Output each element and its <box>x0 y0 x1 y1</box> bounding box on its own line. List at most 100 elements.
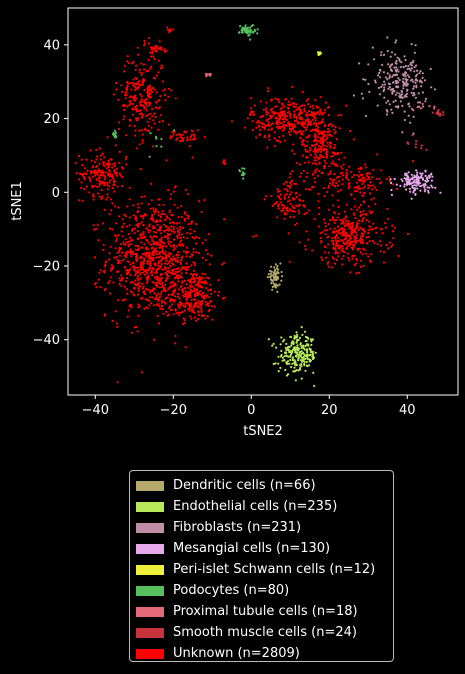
data-point <box>178 314 181 317</box>
data-point <box>425 177 428 181</box>
data-point <box>293 114 296 117</box>
data-point <box>200 286 204 289</box>
data-point <box>304 128 307 131</box>
data-point <box>134 244 137 247</box>
data-point <box>155 45 158 48</box>
data-point <box>180 286 183 289</box>
data-point <box>311 114 314 117</box>
data-point <box>93 283 97 286</box>
data-point <box>359 191 362 194</box>
data-point <box>427 189 430 192</box>
data-point <box>381 63 384 66</box>
data-point <box>325 150 329 153</box>
data-point <box>289 358 292 362</box>
data-point <box>326 141 329 144</box>
data-point <box>174 185 177 188</box>
data-point <box>115 322 118 325</box>
data-point <box>190 133 193 137</box>
data-point <box>101 195 104 198</box>
scatter-points <box>74 24 445 388</box>
data-point <box>321 258 324 261</box>
data-point <box>295 119 298 122</box>
data-point <box>355 186 358 189</box>
data-point <box>281 207 284 210</box>
data-point <box>368 220 371 223</box>
data-point <box>134 248 138 251</box>
data-point <box>83 178 86 181</box>
data-point <box>151 115 154 118</box>
data-point <box>169 252 172 255</box>
data-point <box>439 191 442 194</box>
data-point <box>355 224 358 227</box>
data-point <box>182 244 185 247</box>
data-point <box>276 216 279 219</box>
data-point <box>302 355 305 358</box>
data-point <box>161 308 164 311</box>
y-tick-label: −40 <box>33 333 60 348</box>
data-point <box>345 169 348 172</box>
data-point <box>241 29 244 32</box>
data-point <box>191 275 194 278</box>
data-point <box>305 119 308 123</box>
data-point <box>176 133 179 136</box>
data-point <box>327 114 330 117</box>
data-point <box>125 93 128 97</box>
data-point <box>285 124 288 127</box>
data-point <box>99 158 102 161</box>
data-point <box>317 133 320 136</box>
legend-label: Proximal tubule cells (n=18) <box>173 604 358 619</box>
data-point <box>270 270 273 273</box>
data-point <box>391 224 394 227</box>
data-point <box>193 264 197 267</box>
data-point <box>293 359 296 362</box>
data-point <box>358 247 361 250</box>
data-point <box>140 62 143 65</box>
data-point <box>337 114 340 117</box>
data-point <box>307 110 311 113</box>
data-point <box>198 276 201 279</box>
data-point <box>385 243 388 247</box>
data-point <box>102 171 105 174</box>
data-point <box>80 158 83 161</box>
data-point <box>83 187 86 191</box>
data-point <box>176 222 179 225</box>
data-point <box>136 211 139 214</box>
data-point <box>293 182 296 185</box>
data-point <box>424 184 427 187</box>
data-point <box>403 55 406 58</box>
data-point <box>96 185 99 188</box>
data-point <box>122 298 125 301</box>
data-point <box>102 248 105 251</box>
data-point <box>305 111 309 114</box>
data-point <box>320 111 323 114</box>
data-point <box>186 286 189 289</box>
data-point <box>246 30 249 33</box>
data-point <box>312 144 315 147</box>
data-point <box>293 370 296 373</box>
plot-area <box>67 7 459 396</box>
data-point <box>296 333 299 336</box>
data-point <box>401 131 404 134</box>
data-point <box>157 292 160 295</box>
data-point <box>426 186 429 189</box>
data-point <box>299 111 302 114</box>
data-point <box>148 225 151 228</box>
data-point <box>405 183 408 186</box>
data-point <box>207 277 210 280</box>
data-point <box>278 195 281 198</box>
data-point <box>276 284 279 287</box>
data-point <box>371 46 374 49</box>
data-point <box>306 357 309 360</box>
data-point <box>437 108 440 112</box>
data-point <box>423 79 426 82</box>
data-point <box>153 226 156 229</box>
data-point <box>136 238 139 241</box>
data-point <box>124 94 127 97</box>
data-point <box>78 178 81 181</box>
data-point <box>179 140 182 143</box>
data-point <box>160 262 163 266</box>
data-point <box>162 89 165 92</box>
data-point <box>161 66 164 69</box>
data-point <box>274 263 277 266</box>
data-point <box>75 172 78 175</box>
